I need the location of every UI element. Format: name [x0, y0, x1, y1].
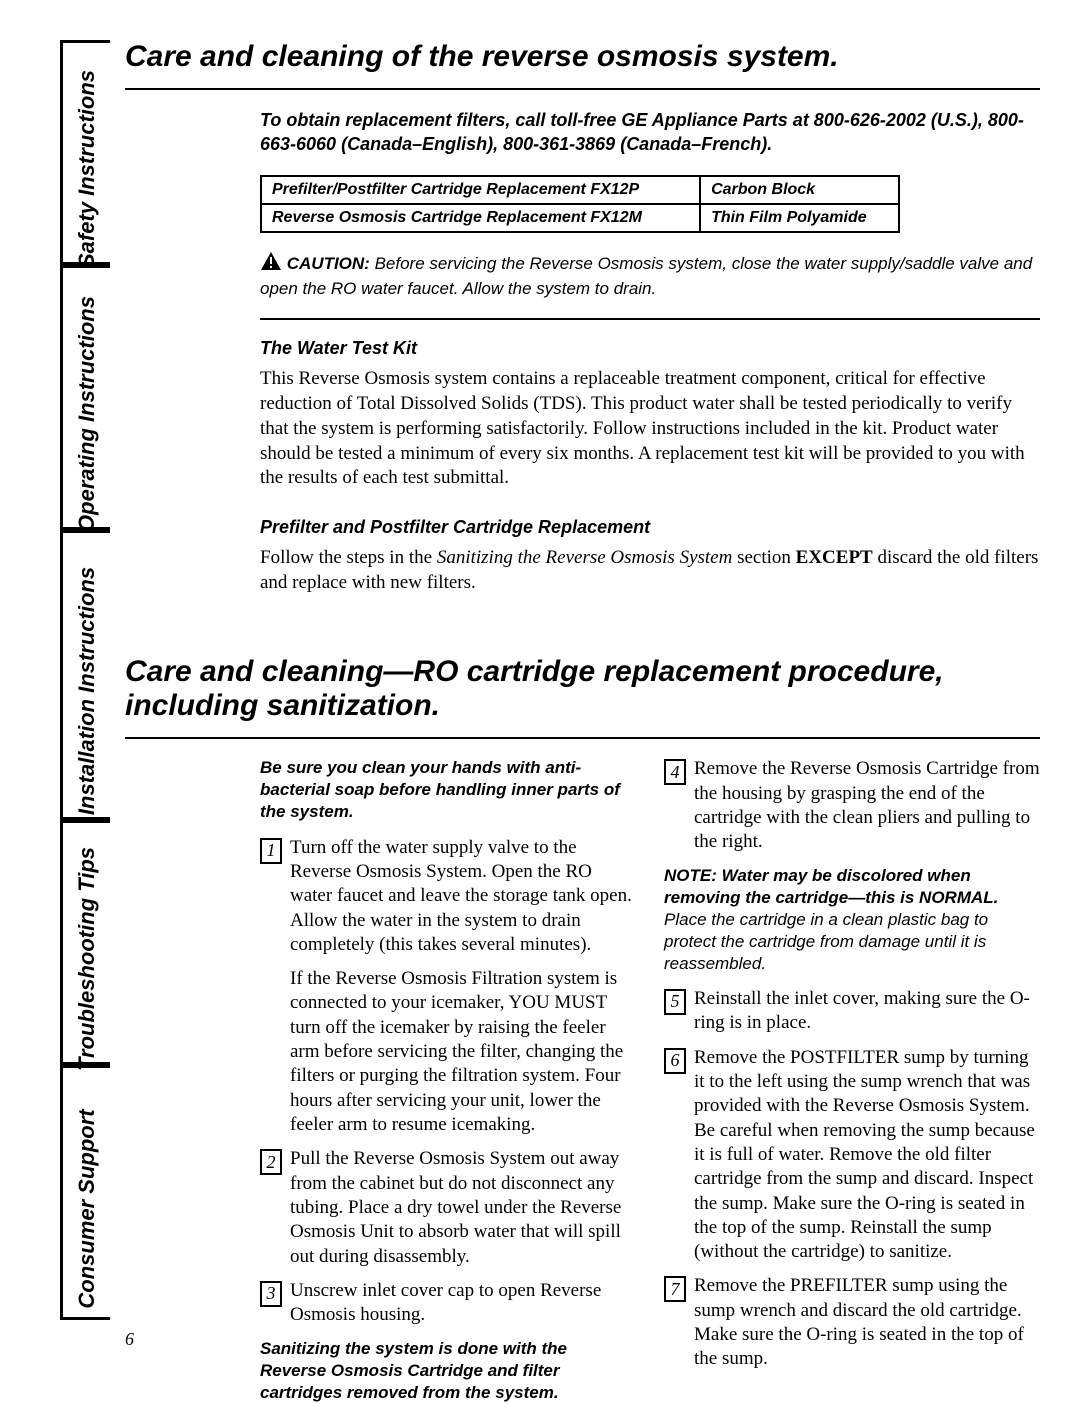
step-text: Turn off the water supply valve to the R…	[290, 836, 636, 958]
sidebar-tab: Consumer Support	[60, 1065, 110, 1320]
sidebar-tab-label: Operating Instructions	[74, 296, 100, 532]
step-item: 1 Turn off the water supply valve to the …	[260, 836, 636, 958]
table-row: Prefilter/Postfilter Cartridge Replaceme…	[261, 176, 899, 204]
sidebar-tab: Troubleshooting Tips	[60, 820, 110, 1065]
table-cell: Thin Film Polyamide	[700, 204, 899, 232]
prepost-heading: Prefilter and Postfilter Cartridge Repla…	[260, 517, 1040, 538]
step-item: 2 Pull the Reverse Osmosis System out awa…	[260, 1147, 636, 1269]
sidebar-tab: Installation Instructions	[60, 530, 110, 820]
prepost-body: Follow the steps in the Sanitizing the R…	[260, 546, 1040, 595]
caution-note: CAUTION: Before servicing the Reverse Os…	[260, 251, 1040, 301]
step-item: 6 Remove the POSTFILTER sump by turning i…	[664, 1046, 1040, 1265]
step-item: 7 Remove the PREFILTER sump using the sum…	[664, 1274, 1040, 1371]
sidebar-tabs: Safety Instructions Operating Instruction…	[60, 40, 110, 1320]
section-title-care-cleaning: Care and cleaning of the reverse osmosis…	[125, 40, 1040, 90]
step-number: 7	[664, 1276, 686, 1302]
left-column: Be sure you clean your hands with anti-b…	[260, 757, 636, 1404]
step-item: 3 Unscrew inlet cover cap to open Reverse…	[260, 1279, 636, 1328]
step-text: Reinstall the inlet cover, making sure t…	[694, 987, 1040, 1036]
sidebar-tab-label: Consumer Support	[74, 1109, 100, 1308]
step-number: 1	[260, 838, 282, 864]
caution-text: Before servicing the Reverse Osmosis sys…	[260, 254, 1032, 298]
steps-columns: Be sure you clean your hands with anti-b…	[260, 757, 1040, 1404]
step-text: Remove the PREFILTER sump using the sump…	[694, 1274, 1040, 1371]
sidebar-tab-label: Safety Instructions	[74, 69, 100, 267]
water-test-heading: The Water Test Kit	[260, 338, 1040, 359]
table-row: Reverse Osmosis Cartridge Replacement FX…	[261, 204, 899, 232]
step-text: Pull the Reverse Osmosis System out away…	[290, 1147, 636, 1269]
table-cell: Prefilter/Postfilter Cartridge Replaceme…	[261, 176, 700, 204]
right-column: 4 Remove the Reverse Osmosis Cartridge fr…	[664, 757, 1040, 1404]
step-text: Unscrew inlet cover cap to open Reverse …	[290, 1279, 636, 1328]
warning-icon	[260, 251, 282, 278]
water-test-body: This Reverse Osmosis system contains a r…	[260, 367, 1040, 490]
step-text: Remove the POSTFILTER sump by turning it…	[694, 1046, 1040, 1265]
table-cell: Carbon Block	[700, 176, 899, 204]
step-text: Remove the Reverse Osmosis Cartridge fro…	[694, 757, 1040, 854]
step-number: 5	[664, 989, 686, 1015]
sidebar-tab: Safety Instructions	[60, 40, 110, 265]
step-number: 3	[260, 1281, 282, 1307]
hands-wash-note: Be sure you clean your hands with anti-b…	[260, 757, 636, 823]
table-cell: Reverse Osmosis Cartridge Replacement FX…	[261, 204, 700, 232]
section-title-cartridge-replacement: Care and cleaning—RO cartridge replaceme…	[125, 655, 1040, 739]
step-item: 4 Remove the Reverse Osmosis Cartridge fr…	[664, 757, 1040, 854]
sidebar-tab-label: Troubleshooting Tips	[74, 846, 100, 1070]
filter-replacement-table: Prefilter/Postfilter Cartridge Replaceme…	[260, 175, 900, 233]
sidebar-tab: Operating Instructions	[60, 265, 110, 530]
sidebar-tab-label: Installation Instructions	[74, 567, 100, 815]
caution-label: CAUTION:	[287, 254, 370, 273]
step-number: 2	[260, 1149, 282, 1175]
page-number: 6	[125, 1329, 134, 1350]
sanitizing-note: Sanitizing the system is done with the R…	[260, 1338, 636, 1404]
page: Safety Instructions Operating Instruction…	[60, 40, 1050, 1350]
divider	[260, 318, 1040, 320]
replacement-filters-intro: To obtain replacement filters, call toll…	[260, 108, 1040, 157]
step-number: 6	[664, 1048, 686, 1074]
step-number: 4	[664, 759, 686, 785]
step-item: 5 Reinstall the inlet cover, making sure …	[664, 987, 1040, 1036]
step-continuation: If the Reverse Osmosis Filtration system…	[290, 967, 636, 1137]
discolor-note: NOTE: Water may be discolored when remov…	[664, 865, 1040, 975]
content-area: Care and cleaning of the reverse osmosis…	[125, 40, 1040, 1404]
